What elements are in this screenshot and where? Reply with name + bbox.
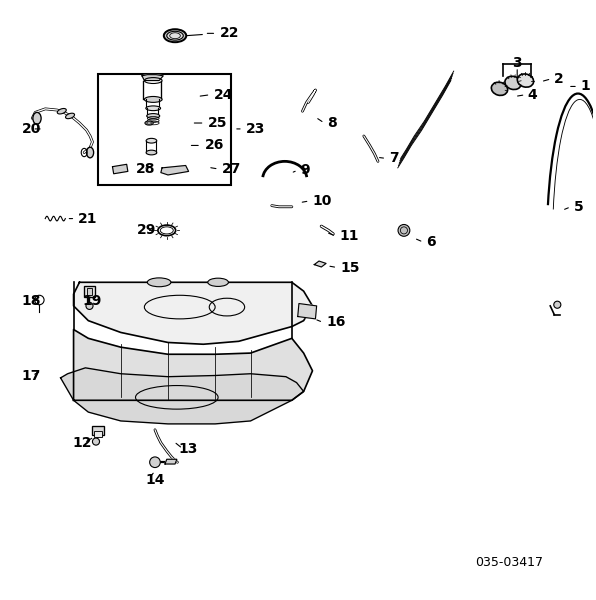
Polygon shape [161, 166, 188, 175]
Text: 2: 2 [554, 72, 564, 86]
Polygon shape [73, 329, 312, 400]
Ellipse shape [164, 29, 186, 42]
Ellipse shape [57, 109, 66, 114]
Ellipse shape [146, 106, 160, 110]
Ellipse shape [491, 82, 508, 95]
Text: 28: 28 [135, 162, 155, 176]
Ellipse shape [147, 278, 171, 287]
Polygon shape [165, 459, 177, 464]
Text: 035-03417: 035-03417 [475, 556, 543, 569]
Ellipse shape [146, 139, 157, 143]
Text: 1: 1 [581, 79, 591, 94]
Text: 22: 22 [220, 26, 240, 40]
Ellipse shape [146, 150, 157, 155]
Text: 19: 19 [82, 294, 102, 308]
Polygon shape [142, 74, 163, 80]
Circle shape [92, 438, 100, 445]
Text: 17: 17 [21, 368, 41, 383]
Ellipse shape [86, 147, 94, 158]
Text: 29: 29 [137, 223, 157, 238]
Text: 14: 14 [145, 473, 165, 487]
Text: 21: 21 [78, 212, 98, 226]
Circle shape [398, 224, 410, 236]
Text: 23: 23 [246, 122, 265, 136]
Text: 10: 10 [312, 194, 332, 208]
Bar [94, 431, 103, 437]
Polygon shape [298, 304, 316, 319]
Polygon shape [73, 283, 312, 344]
Text: 11: 11 [339, 229, 359, 243]
Polygon shape [61, 368, 303, 424]
Ellipse shape [33, 112, 41, 124]
Text: 9: 9 [301, 163, 311, 177]
Ellipse shape [66, 113, 74, 119]
Ellipse shape [517, 74, 533, 87]
Text: 18: 18 [21, 294, 41, 308]
Ellipse shape [145, 121, 153, 125]
Polygon shape [113, 164, 128, 174]
Ellipse shape [144, 97, 162, 103]
Text: 3: 3 [513, 56, 522, 70]
Bar [84, 286, 95, 297]
Text: 26: 26 [204, 139, 224, 152]
Ellipse shape [505, 76, 522, 89]
Text: 24: 24 [214, 88, 234, 102]
Text: 12: 12 [72, 436, 92, 450]
Text: 4: 4 [528, 88, 538, 102]
Ellipse shape [167, 31, 184, 40]
Text: 6: 6 [426, 235, 436, 249]
Text: 16: 16 [326, 316, 346, 329]
Circle shape [554, 301, 561, 308]
Text: 20: 20 [21, 122, 41, 136]
Polygon shape [314, 261, 326, 267]
Text: 13: 13 [179, 442, 198, 455]
Ellipse shape [208, 278, 228, 286]
Ellipse shape [147, 113, 160, 118]
Text: 25: 25 [208, 116, 228, 130]
Text: 7: 7 [389, 151, 399, 166]
Circle shape [150, 457, 160, 467]
Text: 8: 8 [327, 116, 337, 130]
Bar [86, 288, 92, 295]
Circle shape [86, 302, 93, 310]
Text: 27: 27 [222, 162, 241, 176]
Text: 15: 15 [340, 260, 360, 275]
Bar [98, 74, 231, 185]
Text: 5: 5 [574, 200, 583, 214]
Bar [92, 425, 104, 434]
